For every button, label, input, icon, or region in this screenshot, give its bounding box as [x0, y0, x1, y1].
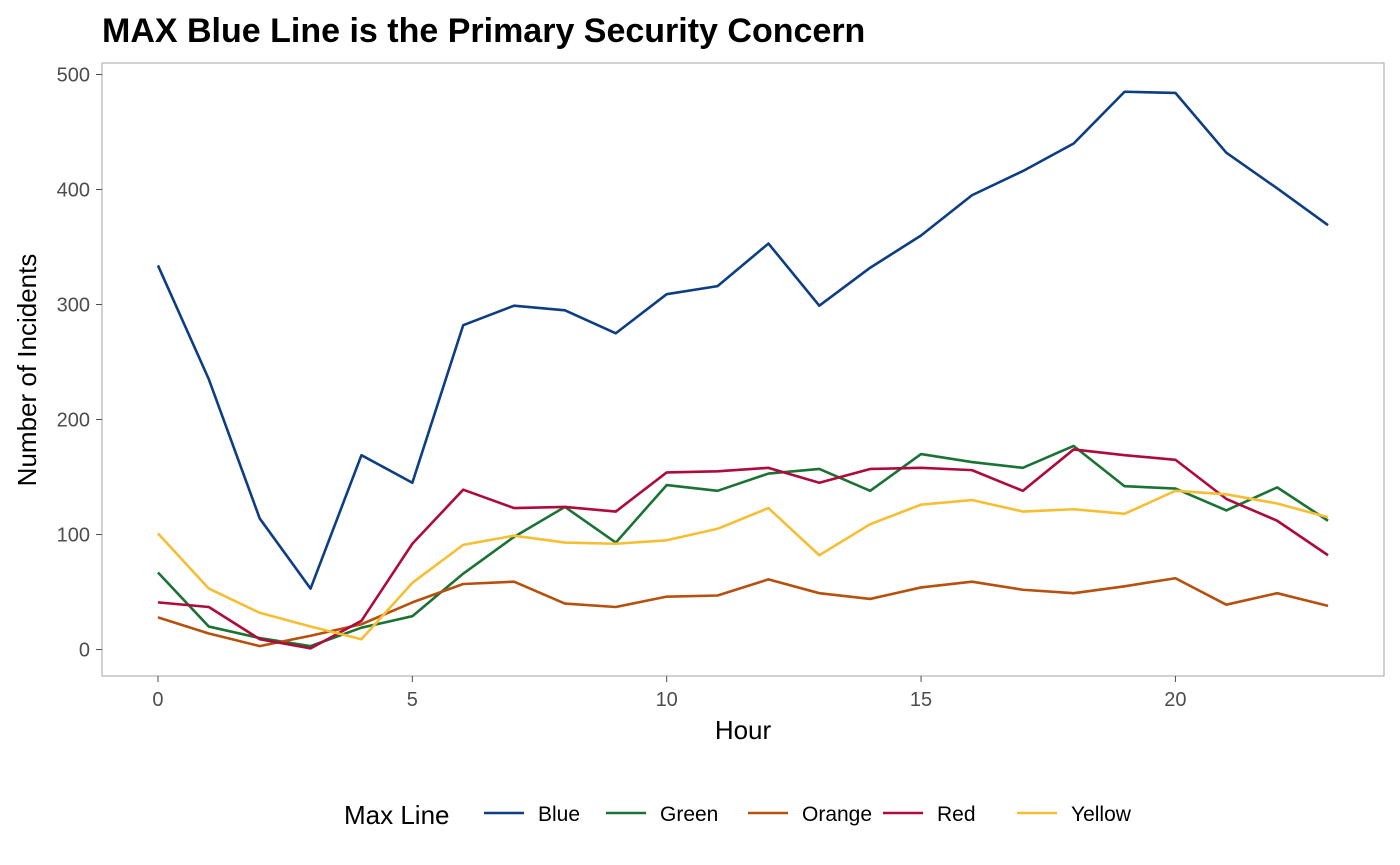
x-axis-title: Hour	[715, 715, 772, 745]
series-line-yellow	[157, 489, 1329, 641]
legend-title: Max Line	[344, 800, 450, 830]
x-tick-label: 10	[656, 689, 678, 711]
y-tick-label: 400	[57, 180, 90, 202]
y-axis: 0 100 200 300 400 500	[57, 65, 102, 662]
chart-title: MAX Blue Line is the Primary Security Co…	[102, 12, 865, 50]
series-lines	[156, 90, 1329, 650]
y-tick-label: 300	[57, 295, 90, 317]
x-tick-label: 20	[1164, 689, 1186, 711]
x-tick-label: 5	[407, 689, 418, 711]
x-tick-label: 0	[152, 689, 163, 711]
legend-label-orange: Orange	[802, 803, 872, 826]
y-tick-label: 0	[79, 640, 90, 662]
plot-panel	[101, 62, 1385, 677]
x-axis: 0 5 10 15 20	[152, 676, 1187, 711]
legend-label-yellow: Yellow	[1071, 803, 1132, 826]
legend-label-blue: Blue	[538, 803, 580, 826]
series-line-green	[157, 444, 1329, 648]
panel-border	[101, 62, 1385, 677]
legend-label-green: Green	[660, 803, 718, 826]
series-line-red	[157, 448, 1329, 650]
y-tick-label: 100	[57, 525, 90, 547]
legend-label-red: Red	[937, 803, 976, 826]
y-tick-label: 500	[57, 65, 90, 87]
legend: Max Line Blue Green Orange Red Yellow	[344, 800, 1132, 830]
y-axis-title: Number of Incidents	[12, 254, 42, 487]
x-tick-label: 15	[910, 689, 932, 711]
y-tick-label: 200	[57, 410, 90, 432]
series-line-blue	[156, 90, 1329, 590]
